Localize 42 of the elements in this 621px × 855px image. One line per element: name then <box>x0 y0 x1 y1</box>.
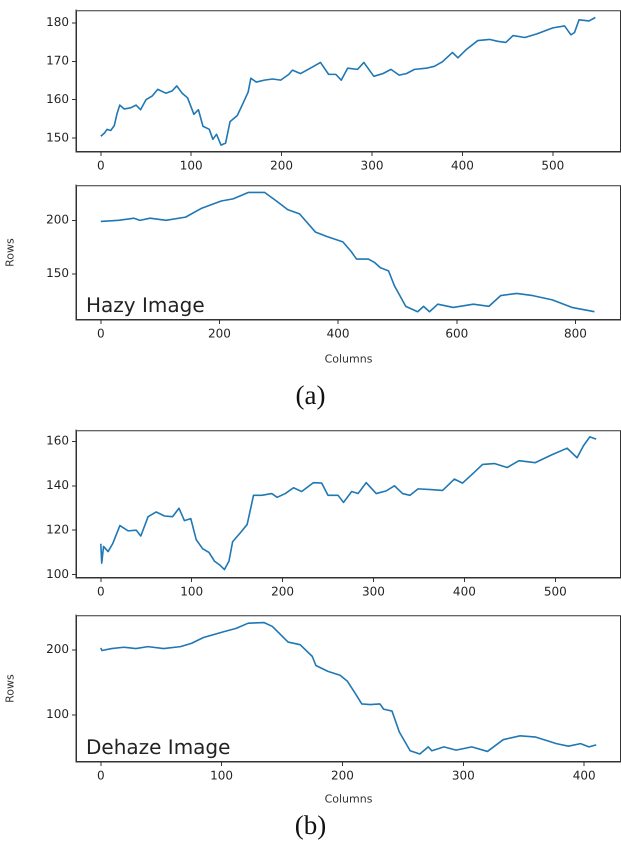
x-tick-label: 0 <box>96 584 105 598</box>
x-tick-label: 400 <box>450 158 474 172</box>
x-tick-label: 0 <box>96 768 105 782</box>
y-tick-label: 160 <box>46 92 69 106</box>
x-axis-title: Columns <box>324 792 373 806</box>
y-tick-label: 100 <box>46 707 69 722</box>
y-tick-label: 120 <box>46 522 69 536</box>
x-tick-label: 200 <box>270 158 294 172</box>
annotation: Dehaze Image <box>86 735 230 759</box>
x-tick-label: 300 <box>360 158 384 172</box>
x-axis-title: Columns <box>324 352 373 366</box>
x-tick-label: 100 <box>180 584 204 598</box>
x-tick-label: 0 <box>96 326 105 340</box>
y-tick-label: 200 <box>46 212 69 226</box>
x-tick-label: 200 <box>208 326 231 340</box>
x-tick-label: 300 <box>362 584 385 598</box>
y-tick-label: 150 <box>46 130 69 144</box>
annotation: Hazy Image <box>86 293 205 317</box>
y-tick-label: 170 <box>46 53 69 68</box>
x-tick-label: 0 <box>96 158 105 172</box>
x-tick-label: 100 <box>180 158 203 172</box>
x-tick-label: 200 <box>271 584 294 598</box>
y-tick-label: 140 <box>46 478 69 492</box>
x-tick-label: 400 <box>572 768 596 782</box>
x-tick-label: 400 <box>452 584 476 598</box>
y-tick-label: 180 <box>46 15 69 30</box>
y-axis-title: Rows <box>3 674 16 703</box>
text: (a) <box>294 380 326 411</box>
text: (b) <box>294 810 328 841</box>
y-tick-label: 150 <box>46 266 69 280</box>
x-tick-label: 100 <box>210 768 234 782</box>
y-axis-title: Rows <box>3 238 16 267</box>
x-tick-label: 500 <box>544 584 567 598</box>
x-tick-label: 200 <box>331 768 354 782</box>
y-tick-label: 100 <box>46 566 69 581</box>
x-tick-label: 400 <box>326 326 350 340</box>
x-tick-label: 500 <box>541 158 564 172</box>
x-tick-label: 300 <box>452 768 475 782</box>
y-tick-label: 200 <box>46 642 69 656</box>
x-tick-label: 600 <box>445 326 468 340</box>
x-tick-label: 800 <box>564 326 587 340</box>
y-tick-label: 160 <box>46 433 69 448</box>
